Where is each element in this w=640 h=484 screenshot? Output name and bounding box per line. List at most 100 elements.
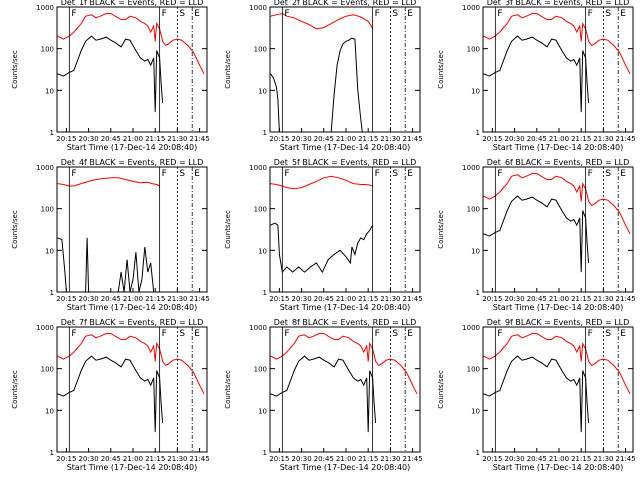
x-tick-label: 20:30 (78, 135, 98, 143)
series-events-line (483, 35, 590, 113)
x-tick-label: 21:45 (190, 135, 210, 143)
marker-label: F (71, 9, 76, 19)
series-lld-line (483, 13, 631, 75)
x-tick-label: 20:15 (482, 455, 502, 463)
y-tick-label: 100 (467, 366, 480, 374)
marker-label: F (588, 169, 593, 179)
marker-label: E (194, 329, 200, 339)
x-tick-label: 21:00 (336, 295, 356, 303)
marker-label: S (179, 329, 185, 339)
x-tick-label: 21:30 (167, 455, 187, 463)
y-tick-label: 100 (467, 206, 480, 214)
y-tick-label: 10 (258, 407, 267, 415)
x-tick-label: 21:15 (571, 455, 591, 463)
x-tick-label: 20:15 (269, 455, 289, 463)
x-tick-label: 20:30 (504, 295, 524, 303)
y-tick-label: 1000 (249, 324, 267, 332)
series-events-line (57, 35, 164, 113)
x-tick-label: 21:00 (549, 135, 569, 143)
x-tick-label: 20:15 (482, 295, 502, 303)
plot-frame (56, 326, 208, 453)
x-tick-label: 21:15 (571, 295, 591, 303)
x-tick-label: 21:00 (549, 295, 569, 303)
y-tick-label: 100 (254, 366, 267, 374)
y-tick-label: 10 (45, 407, 54, 415)
marker-label: S (392, 169, 398, 179)
y-tick-label: 10 (45, 87, 54, 95)
y-tick-label: 100 (41, 366, 54, 374)
x-tick-label: 20:45 (101, 135, 121, 143)
y-tick-label: 1000 (36, 164, 54, 172)
marker-label: F (588, 329, 593, 339)
y-tick-label: 1 (263, 129, 267, 137)
marker-label: S (179, 9, 185, 19)
marker-label: F (284, 169, 289, 179)
x-axis-label: Start Time (17-Dec-14 20:08:40) (493, 463, 624, 472)
y-tick-label: 10 (471, 247, 480, 255)
x-tick-label: 21:15 (145, 135, 165, 143)
marker-label: E (194, 169, 200, 179)
y-axis-label: Counts/sec (437, 50, 445, 89)
y-tick-label: 1000 (462, 4, 480, 12)
y-tick-label: 10 (258, 247, 267, 255)
marker-label: S (392, 329, 398, 339)
y-tick-label: 1 (50, 289, 54, 297)
marker-label: F (375, 9, 380, 19)
series-events-line (483, 355, 590, 433)
y-tick-label: 10 (471, 87, 480, 95)
marker-label: E (407, 9, 413, 19)
x-tick-label: 21:30 (380, 135, 400, 143)
series-events-line (57, 355, 164, 433)
x-tick-label: 21:15 (358, 295, 378, 303)
marker-label: S (605, 169, 611, 179)
marker-label: E (407, 329, 413, 339)
x-tick-label: 21:30 (380, 295, 400, 303)
series-events-line (483, 195, 590, 273)
x-tick-label: 20:30 (504, 135, 524, 143)
y-tick-label: 100 (467, 46, 480, 54)
y-axis-label: Counts/sec (11, 370, 19, 409)
y-tick-label: 1 (50, 129, 54, 137)
x-tick-label: 21:30 (380, 455, 400, 463)
subplot-title: Det_2f BLACK = Events, RED = LLD (274, 0, 417, 7)
subplot-title: Det_9f BLACK = Events, RED = LLD (487, 318, 630, 327)
y-axis-label: Counts/sec (437, 370, 445, 409)
plot-frame (269, 6, 421, 133)
series-events-line (270, 355, 377, 433)
plot-frame (482, 326, 634, 453)
x-axis-label: Start Time (17-Dec-14 20:08:40) (280, 143, 411, 152)
subplot-8: Det_8f BLACK = Events, RED = LLD F F S E 1 10 1… (224, 318, 423, 472)
y-tick-label: 1000 (462, 324, 480, 332)
x-tick-label: 21:15 (358, 135, 378, 143)
x-tick-label: 21:00 (123, 455, 143, 463)
plot-frame (269, 166, 421, 293)
x-tick-label: 21:15 (571, 135, 591, 143)
x-tick-label: 20:15 (269, 295, 289, 303)
series-lld-line (270, 12, 374, 30)
y-tick-label: 1 (476, 289, 480, 297)
marker-label: F (162, 329, 167, 339)
marker-label: S (392, 9, 398, 19)
marker-label: E (620, 329, 626, 339)
subplot-6: Det_6f BLACK = Events, RED = LLD F F S E 1 10 1… (437, 158, 636, 312)
series-lld-line (57, 333, 205, 395)
marker-label: F (284, 329, 289, 339)
plot-frame (482, 166, 634, 293)
x-tick-label: 20:30 (291, 455, 311, 463)
x-tick-label: 21:30 (593, 295, 613, 303)
marker-label: E (407, 169, 413, 179)
x-tick-label: 20:15 (56, 295, 76, 303)
marker-label: F (375, 169, 380, 179)
subplot-5: Det_5f BLACK = Events, RED = LLD F F S E 1 10 1… (224, 158, 423, 312)
x-tick-label: 20:15 (482, 135, 502, 143)
marker-label: F (71, 329, 76, 339)
subplot-3: Det_3f BLACK = Events, RED = LLD F F S E 1 10 1… (437, 0, 636, 152)
x-tick-label: 21:00 (336, 455, 356, 463)
marker-label: F (588, 9, 593, 19)
x-tick-label: 21:45 (190, 295, 210, 303)
marker-label: F (162, 169, 167, 179)
y-tick-label: 100 (254, 206, 267, 214)
x-tick-label: 20:45 (101, 455, 121, 463)
x-tick-label: 20:45 (101, 295, 121, 303)
